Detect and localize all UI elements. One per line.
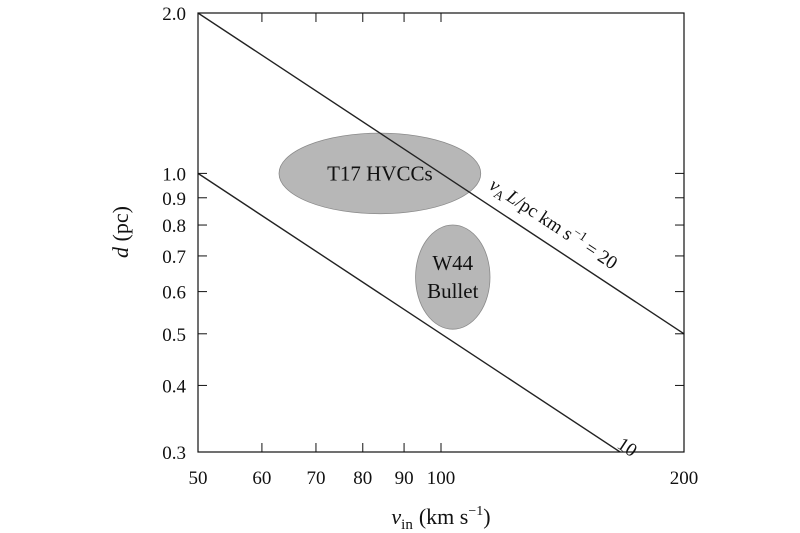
y-tick-label: 0.5: [162, 325, 186, 346]
series-line-2: [198, 172, 622, 452]
y-tick-label: 0.6: [162, 283, 186, 304]
y-tick-label: 2.0: [162, 4, 186, 25]
line-label-exp: −1: [571, 224, 591, 244]
line-label-unit: /pc km s: [511, 192, 576, 245]
region-label-2-2: Bullet: [427, 279, 478, 303]
region-label-2-1: W44: [432, 251, 473, 275]
y-tick-label: 0.7: [162, 247, 186, 268]
x-tick-label: 200: [670, 468, 699, 489]
y-tick-label: 0.9: [162, 189, 186, 210]
y-tick-label: 1.0: [162, 164, 186, 185]
x-axis-title: vin (km s−1): [391, 504, 490, 533]
line-label-10: 10: [613, 434, 640, 462]
x-tick-label: 50: [189, 468, 208, 489]
x-tick-label: 70: [306, 468, 325, 489]
series-line-1: [198, 13, 684, 335]
plot-frame: [197, 12, 685, 453]
line-label-20: vAL/pc km s−1 = 20: [484, 171, 623, 276]
y-tick-label: 0.3: [162, 443, 186, 464]
regions: [278, 132, 491, 330]
region-label-1-1: T17 HVCCs: [327, 161, 433, 185]
x-tick-label: 60: [252, 468, 271, 489]
line-label-eq: = 20: [577, 235, 621, 274]
y-axis-title: d (pc): [108, 206, 133, 258]
y-tick-label: 0.4: [162, 376, 186, 397]
tick-labels: 50 60 70 80 90 100 200 0.3 0.4 0.5 0.6 0.7 0.8 0.9 1.0…: [162, 4, 698, 489]
x-tick-label: 80: [353, 468, 372, 489]
series-lines: [198, 13, 684, 452]
x-tick-label: 100: [427, 468, 456, 489]
region-ellipse-2: [415, 224, 491, 330]
y-tick-label: 0.8: [162, 216, 186, 237]
x-tick-label: 90: [395, 468, 414, 489]
